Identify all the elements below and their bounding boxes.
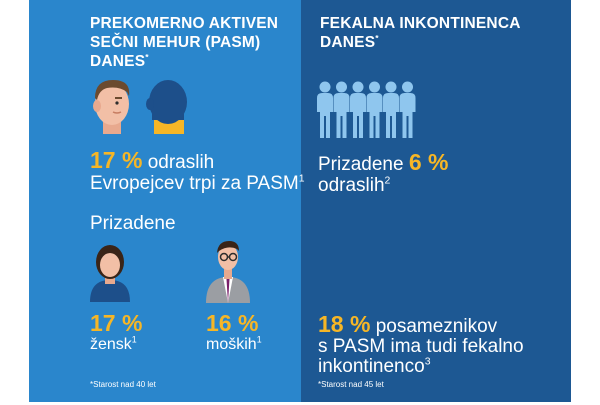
woman-icon [88, 240, 132, 302]
men-stat-text: moških [206, 336, 257, 353]
men-stat-ref: 1 [256, 334, 262, 345]
right-main-stat-line1: Prizadene 6 % [318, 149, 449, 176]
right-heading: FEKALNA INKONTINENCA DANES* [320, 14, 521, 52]
person-figure [317, 81, 333, 138]
right-bottom-text1: posameznikov [370, 316, 498, 337]
left-main-stat-line2: Evropejcev trpi za PASM1 [90, 173, 305, 194]
left-main-stat-line1: 17 % odraslih [90, 147, 305, 174]
right-stat-text1: Prizadene [318, 154, 409, 175]
right-footnote: *Starost nad 45 let [318, 380, 384, 389]
men-stat-value: 16 % [206, 310, 259, 336]
left-affected-label: Prizadene [90, 213, 176, 234]
person-figure [350, 81, 366, 138]
left-heading: PREKOMERNO AKTIVEN SEČNI MEHUR (PASM) DA… [90, 14, 278, 71]
left-main-stat: 17 % odraslih Evropejcev trpi za PASM1 [90, 147, 305, 195]
women-stat: 17 % žensk1 [90, 310, 143, 355]
person-figure [383, 81, 399, 138]
person-figure [333, 81, 350, 138]
left-heading-line3-text: DANES [90, 53, 146, 70]
man-head-front-icon [89, 76, 137, 134]
right-bottom-ref: 3 [424, 356, 431, 368]
left-heading-asterisk: * [145, 51, 149, 62]
right-bottom-line3: inkontinenco3 [318, 357, 524, 377]
man-glasses-icon [204, 237, 252, 303]
left-heading-line3: DANES* [90, 52, 278, 71]
left-heading-line2: SEČNI MEHUR (PASM) [90, 34, 261, 51]
women-stat-ref: 1 [131, 334, 137, 345]
left-footnote: *Starost nad 40 let [90, 380, 156, 389]
right-bottom-line1: 18 % posameznikov [318, 311, 524, 337]
right-bottom-stat: 18 % posameznikov s PASM ima tudi fekaln… [318, 311, 524, 377]
right-heading-line2: DANES* [320, 33, 521, 52]
men-stat-label: moških1 [206, 334, 262, 355]
left-stat-text1: odraslih [142, 152, 215, 173]
person-figure [399, 81, 416, 138]
man-head-back-icon [144, 74, 190, 134]
right-stat-value: 6 % [408, 149, 449, 175]
left-stat-text2: Evropejcev trpi za PASM [90, 173, 299, 194]
right-panel [301, 0, 571, 402]
right-bottom-value: 18 % [318, 311, 371, 337]
right-heading-line2-text: DANES [320, 34, 376, 51]
right-stat-ref: 2 [384, 175, 391, 187]
left-stat-ref: 1 [298, 173, 305, 185]
person-figure [366, 81, 383, 138]
right-main-stat-line2: odraslih2 [318, 175, 448, 196]
left-heading-line1: PREKOMERNO AKTIVEN [90, 15, 279, 32]
right-bottom-line2: s PASM ima tudi fekalno [318, 336, 524, 357]
right-heading-line1: FEKALNA INKONTINENCA [320, 15, 521, 32]
women-stat-text: žensk [90, 336, 132, 353]
left-stat-value: 17 % [90, 147, 143, 173]
right-bottom-text3: inkontinenco [318, 356, 425, 377]
people-group-icon [317, 80, 417, 140]
right-main-stat: Prizadene 6 % odraslih2 [318, 149, 449, 197]
women-stat-label: žensk1 [90, 334, 142, 355]
right-heading-asterisk: * [375, 32, 379, 43]
men-stat: 16 % moških1 [206, 310, 262, 355]
women-stat-value: 17 % [90, 310, 143, 336]
right-stat-text2: odraslih [318, 175, 385, 196]
left-panel [29, 0, 301, 402]
